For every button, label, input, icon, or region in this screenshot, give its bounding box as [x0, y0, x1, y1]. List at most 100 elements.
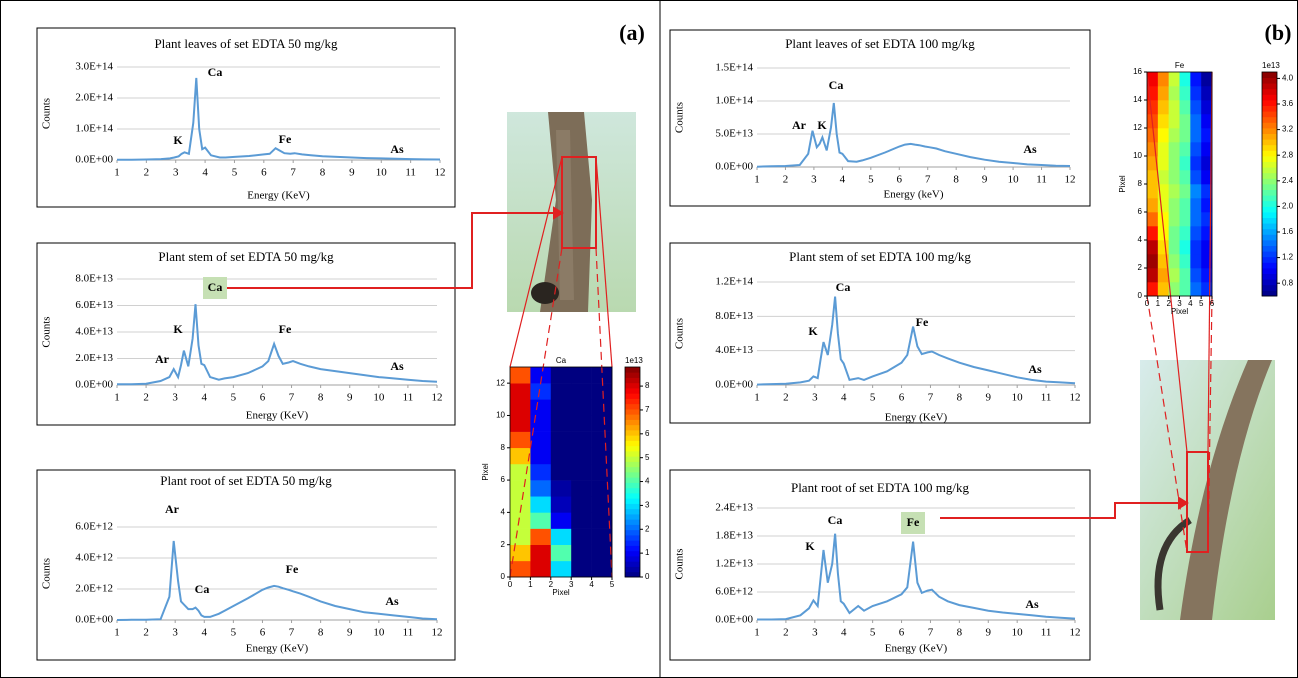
- heat-cell: [1157, 198, 1169, 213]
- heat-cell: [1179, 72, 1191, 87]
- colorbar-step: [625, 377, 640, 384]
- colorbar-step: [1262, 128, 1277, 134]
- heat-cell: [1168, 72, 1180, 87]
- colorbar-step: [625, 414, 640, 420]
- colorbar-step: [1262, 279, 1277, 286]
- x-tick-label: 3: [812, 627, 818, 639]
- y-axis-label: Counts: [674, 318, 686, 349]
- heat-cell: [1157, 86, 1169, 101]
- heat-cell: [591, 480, 613, 497]
- heat-cell: [1168, 156, 1180, 171]
- chart-frame: [36, 27, 456, 208]
- colorbar-step: [625, 503, 640, 510]
- heat-cell: [550, 399, 572, 416]
- heat-cell: [1157, 128, 1169, 143]
- x-tick-label: 1: [114, 627, 120, 639]
- heat-cell: [1147, 100, 1159, 115]
- peak-label: As: [1023, 142, 1037, 156]
- heat-cell: [1190, 156, 1202, 171]
- colorbar-step: [1262, 172, 1277, 179]
- heat-cell: [1147, 226, 1159, 241]
- heat-cell: [571, 560, 592, 578]
- heat-cell: [510, 431, 531, 449]
- heatmap-title: Fe: [1175, 61, 1185, 70]
- peak-label: Ca: [208, 65, 223, 79]
- colorbar-tick-label: 3.6: [1282, 99, 1294, 108]
- colorbar-tick-label: 4: [645, 477, 650, 486]
- colorbar-step: [625, 451, 640, 457]
- colorbar-frame: [624, 366, 641, 578]
- colorbar-step: [1262, 139, 1277, 146]
- x-tick-label: 6: [899, 627, 905, 639]
- heat-cell: [1179, 240, 1191, 255]
- heat-cell: [571, 399, 592, 416]
- x-tick-label: 4: [1188, 299, 1193, 308]
- x-axis-label: Energy (KeV): [247, 190, 310, 202]
- heat-cell: [1168, 128, 1180, 143]
- colorbar-step: [1262, 234, 1277, 241]
- x-tick-label: 4: [841, 627, 847, 639]
- y-tick-label: 8.0E+13: [75, 273, 113, 285]
- y-tick-label: 4: [501, 507, 506, 516]
- peak-label: As: [385, 594, 399, 608]
- colorbar-step: [1262, 212, 1277, 218]
- heat-cell: [1147, 240, 1159, 255]
- heat-cell: [550, 383, 572, 400]
- x-tick-label: 8: [953, 174, 959, 186]
- peak-label: Fe: [279, 132, 292, 146]
- colorbar-tick-label: 1.6: [1282, 227, 1294, 236]
- heat-cell: [530, 544, 552, 562]
- heat-cell: [1147, 128, 1159, 143]
- y-tick-label: 4.0E+13: [75, 326, 113, 338]
- peak-label: Ar: [165, 502, 180, 516]
- heat-cell: [1147, 86, 1159, 101]
- peak-label: Ca: [836, 280, 851, 294]
- x-tick-label: 3: [811, 174, 817, 186]
- heat-cell: [1168, 212, 1180, 227]
- colorbar-tick-label: 6: [645, 429, 650, 438]
- heat-cell: [1168, 282, 1180, 297]
- heat-cell: [1190, 226, 1202, 241]
- heat-cell: [1179, 114, 1191, 129]
- heat-cell: [571, 415, 592, 432]
- heat-cell: [1179, 254, 1191, 269]
- colorbar-step: [625, 556, 640, 562]
- colorbar-step: [625, 398, 640, 405]
- colorbar-step: [625, 561, 640, 567]
- x-tick-label: 9: [347, 392, 353, 404]
- x-axis-label: Energy (KeV): [885, 412, 948, 424]
- y-tick-label: 2: [1138, 263, 1143, 272]
- y-axis-label: Counts: [41, 316, 53, 347]
- heat-cell: [1168, 254, 1180, 269]
- y-tick-label: 2.0E+12: [75, 583, 113, 595]
- colorbar-step: [1262, 256, 1277, 263]
- highlight: [203, 277, 227, 299]
- heat-cell: [530, 528, 552, 545]
- heat-cell: [571, 512, 592, 529]
- x-tick-label: 1: [528, 580, 533, 589]
- heat-cell: [1179, 184, 1191, 199]
- colorbar-step: [625, 508, 640, 515]
- peak-label: K: [808, 324, 818, 338]
- chart-title: Plant stem of set EDTA 100 mg/kg: [789, 249, 971, 264]
- heat-cell: [1201, 268, 1213, 283]
- colorbar-step: [625, 482, 640, 489]
- heat-cell: [1190, 114, 1202, 129]
- photo-stem-a: [507, 112, 636, 312]
- colorbar-step: [1262, 223, 1277, 230]
- heat-cell: [1179, 268, 1191, 283]
- heat-cell: [1157, 72, 1169, 87]
- x-tick-label: 11: [1041, 627, 1052, 639]
- x-tick-label: 0: [1145, 299, 1150, 308]
- heat-cell: [530, 463, 552, 481]
- colorbar-step: [625, 477, 640, 483]
- colorbar-step: [625, 566, 640, 573]
- y-tick-label: 6.0E+13: [75, 299, 113, 311]
- y-tick-label: 12: [496, 378, 505, 387]
- heat-cell: [1157, 100, 1169, 115]
- heat-cell: [1190, 86, 1202, 101]
- y-tick-label: 5.0E+13: [715, 128, 753, 140]
- chart-frame: [36, 469, 456, 661]
- colorbar-step: [1262, 240, 1277, 246]
